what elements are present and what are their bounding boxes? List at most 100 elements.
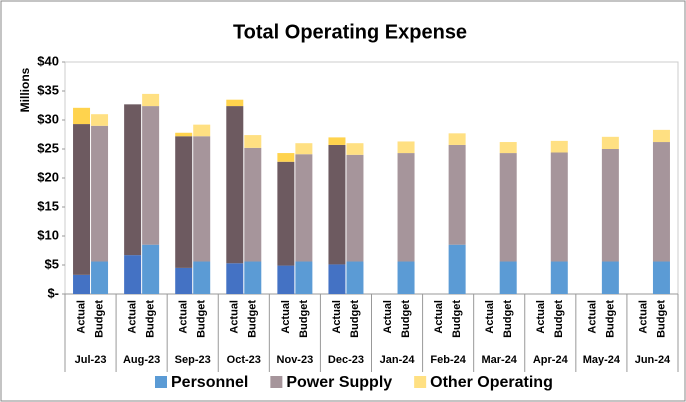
bar-segment (346, 143, 364, 155)
y-tick-label: $- (47, 285, 59, 300)
bar-segment (550, 152, 568, 262)
group-label: Jan-24 (380, 354, 416, 366)
bar-segment (601, 149, 619, 262)
x-tick-label: Budget (196, 300, 208, 338)
legend-swatch (155, 376, 167, 388)
bar-segment (652, 129, 670, 143)
bar-segment (328, 144, 346, 265)
bar-segment (295, 154, 313, 262)
group-label: Apr-24 (533, 354, 569, 366)
legend-label: Other Operating (430, 374, 553, 391)
bar-segment (142, 244, 160, 294)
y-tick-label: $35 (37, 82, 59, 97)
legend-swatch (270, 376, 283, 388)
bar-segment (550, 261, 568, 294)
x-tick-label: Budget (298, 300, 310, 338)
bar-segment (295, 143, 313, 155)
bar-segment (499, 142, 517, 154)
group-label: Jul-23 (75, 354, 107, 366)
bar-segment (346, 261, 364, 294)
x-tick-label: Budget (655, 300, 667, 338)
bar-segment (346, 154, 364, 262)
legend-label: Power Supply (286, 374, 392, 391)
bar-segment (652, 261, 670, 294)
bar-segment (193, 136, 211, 262)
bar-segment (448, 133, 466, 145)
bar-segment (175, 267, 193, 294)
bar-segment (73, 274, 91, 294)
x-tick-label: Budget (93, 300, 105, 338)
bar-segment (499, 153, 517, 262)
x-tick-label: Actual (229, 300, 241, 334)
x-tick-label: Actual (331, 300, 343, 334)
bar-segment (142, 93, 160, 107)
x-tick-label: Budget (247, 300, 259, 338)
bar-segment (91, 125, 109, 262)
bar-segment (601, 136, 619, 149)
bar-segment (175, 136, 193, 268)
group-label: May-24 (583, 354, 621, 366)
bar-segment (652, 142, 670, 262)
x-tick-label: Actual (178, 300, 190, 334)
y-tick-label: $15 (37, 198, 59, 213)
bar-segment (142, 106, 160, 245)
x-tick-label: Budget (145, 300, 157, 338)
chart-title: Total Operating Expense (233, 21, 467, 43)
legend-swatch (414, 376, 427, 388)
group-label: Feb-24 (430, 354, 466, 366)
x-tick-label: Actual (382, 300, 394, 334)
bar-segment (550, 140, 568, 153)
y-tick-label: $40 (37, 53, 59, 68)
bar-segment (277, 265, 295, 294)
x-tick-label: Actual (280, 300, 292, 334)
x-tick-label: Budget (553, 300, 565, 338)
bar-segment (226, 106, 244, 264)
bar-segment (499, 261, 517, 294)
group-label: Sep-23 (175, 354, 211, 366)
bar-segment (277, 161, 295, 266)
y-tick-label: $5 (45, 256, 59, 271)
y-tick-label: $10 (37, 227, 59, 242)
bar-segment (295, 261, 313, 294)
bar-segment (397, 141, 415, 154)
bar-segment (328, 137, 346, 145)
x-tick-label: Budget (502, 300, 514, 338)
bar-segment (73, 107, 91, 125)
bar-segment (397, 261, 415, 294)
x-tick-label: Budget (349, 300, 361, 338)
bar-segment (448, 244, 466, 294)
x-tick-label: Budget (400, 300, 412, 338)
y-axis-title: Millions (18, 67, 32, 112)
bar-segment (73, 124, 91, 275)
x-tick-label: Actual (637, 300, 649, 334)
bar-segment (124, 104, 142, 256)
bar-segment (193, 124, 211, 137)
group-label: Dec-23 (328, 354, 364, 366)
bar-segment (328, 264, 346, 294)
bar-segment (124, 255, 142, 294)
bar-segment (601, 261, 619, 294)
bar-segment (244, 261, 262, 294)
group-label: Nov-23 (277, 354, 314, 366)
x-tick-label: Actual (586, 300, 598, 334)
bar-segment (226, 99, 244, 107)
y-tick-label: $30 (37, 111, 59, 126)
group-label: Oct-23 (227, 354, 261, 366)
x-tick-label: Actual (535, 300, 547, 334)
x-tick-label: Actual (127, 300, 139, 334)
x-tick-label: Budget (451, 300, 463, 338)
group-label: Jun-24 (635, 354, 671, 366)
bar-segment (91, 114, 109, 126)
bar-segment (91, 261, 109, 294)
bar-segment (175, 132, 193, 137)
x-tick-label: Budget (604, 300, 616, 338)
bar-segment (277, 153, 295, 162)
bar-segment (226, 263, 244, 294)
x-tick-label: Actual (433, 300, 445, 334)
bar-segment (448, 144, 466, 245)
y-tick-label: $25 (37, 140, 59, 155)
bar-segment (244, 147, 262, 262)
x-tick-label: Actual (484, 300, 496, 334)
x-tick-label: Actual (75, 300, 87, 334)
